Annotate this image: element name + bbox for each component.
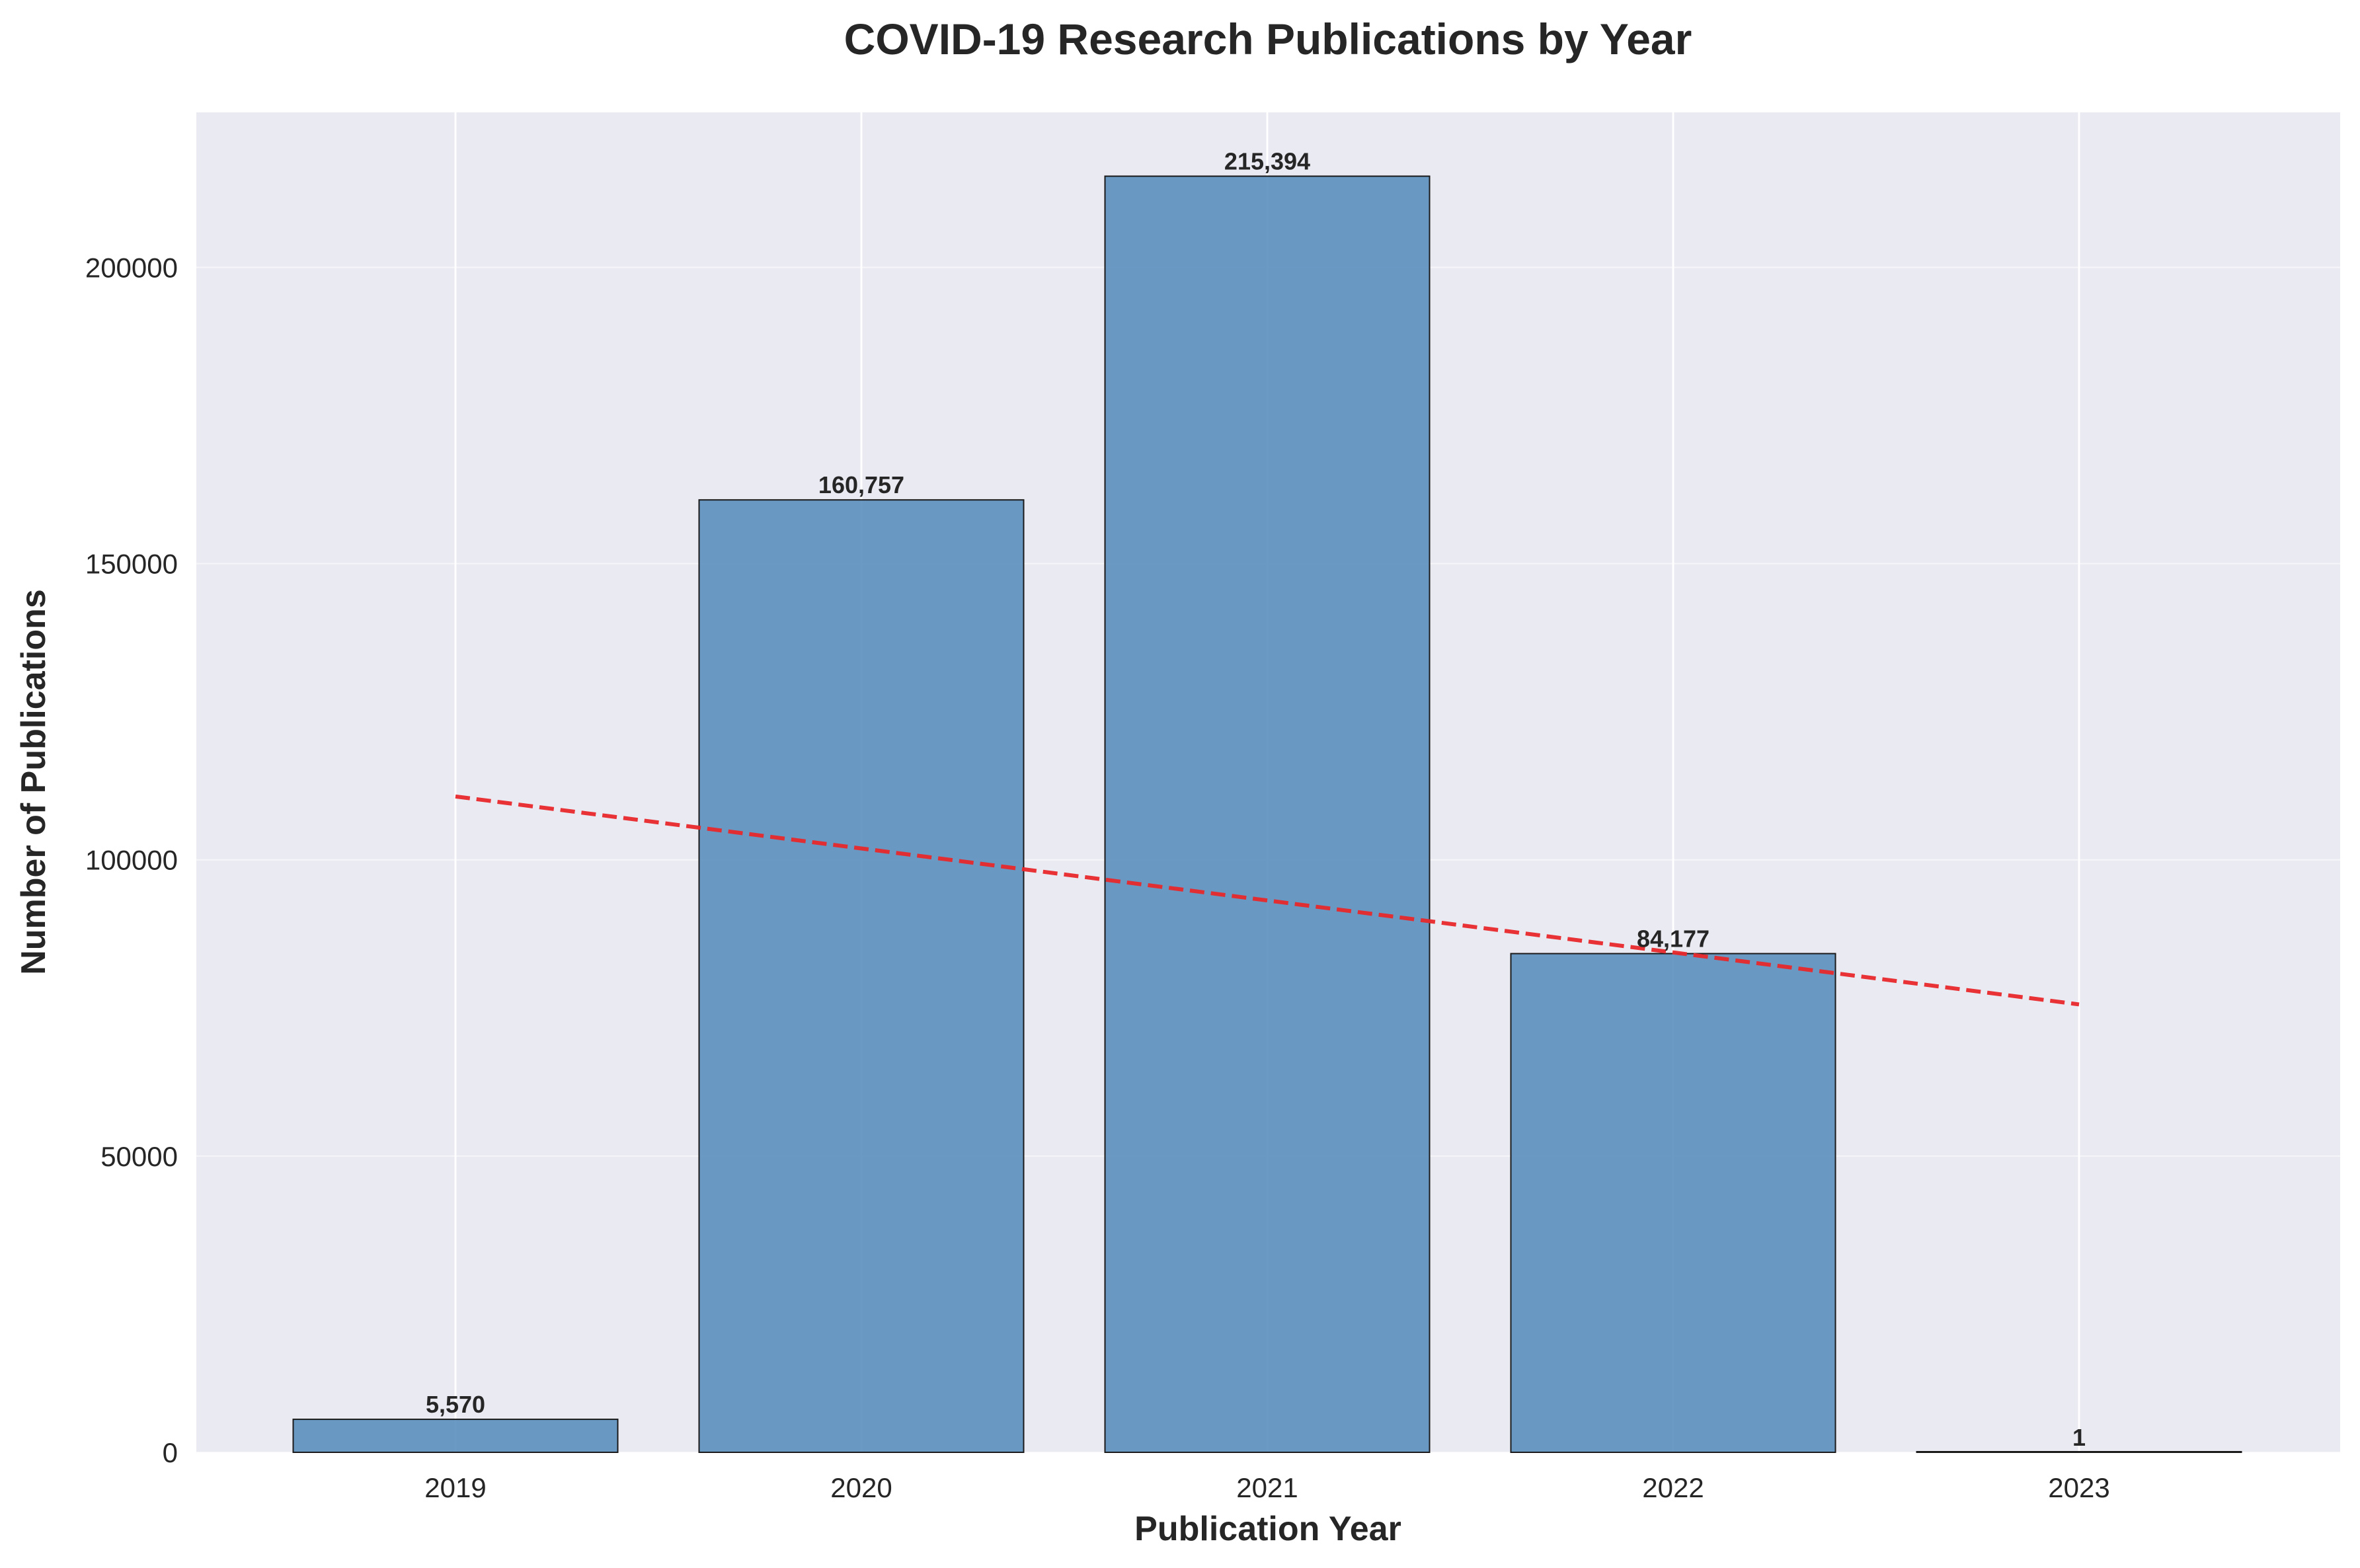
bar-2021 <box>1104 175 1431 1453</box>
x-tick-label: 2023 <box>2048 1472 2109 1503</box>
x-tick-label: 2020 <box>830 1472 892 1503</box>
x-axis-ticks: 2019 2020 2021 2022 2023 <box>424 1472 2109 1503</box>
x-axis-label: Publication Year <box>1134 1510 1401 1548</box>
y-tick-label: 100000 <box>85 845 178 876</box>
data-label-2019: 5,570 <box>426 1391 485 1418</box>
data-labels: 5,570 160,757 215,394 84,177 1 <box>426 148 2086 1451</box>
bars <box>292 175 2242 1454</box>
trend-line <box>455 794 2080 1007</box>
bar-2022 <box>1510 953 1836 1454</box>
bar-2019 <box>292 1419 619 1454</box>
y-tick-label: 50000 <box>100 1141 178 1172</box>
chart-title: COVID-19 Research Publications by Year <box>844 15 1692 63</box>
y-axis-ticks: 0 50000 100000 150000 200000 <box>85 252 178 1468</box>
y-tick-label: 0 <box>163 1437 178 1468</box>
y-axis-label: Number of Publications <box>15 589 53 975</box>
x-tick-label: 2021 <box>1236 1472 1298 1503</box>
trend-layer <box>455 794 2080 1007</box>
data-label-2021: 215,394 <box>1224 148 1310 175</box>
bar-2020 <box>698 499 1025 1454</box>
y-tick-label: 200000 <box>85 252 178 283</box>
data-label-2023: 1 <box>2072 1424 2086 1451</box>
x-tick-label: 2019 <box>424 1472 486 1503</box>
data-label-2020: 160,757 <box>818 471 904 498</box>
data-label-2022: 84,177 <box>1637 925 1710 953</box>
x-tick-label: 2022 <box>1642 1472 1704 1503</box>
y-tick-label: 150000 <box>85 549 178 580</box>
